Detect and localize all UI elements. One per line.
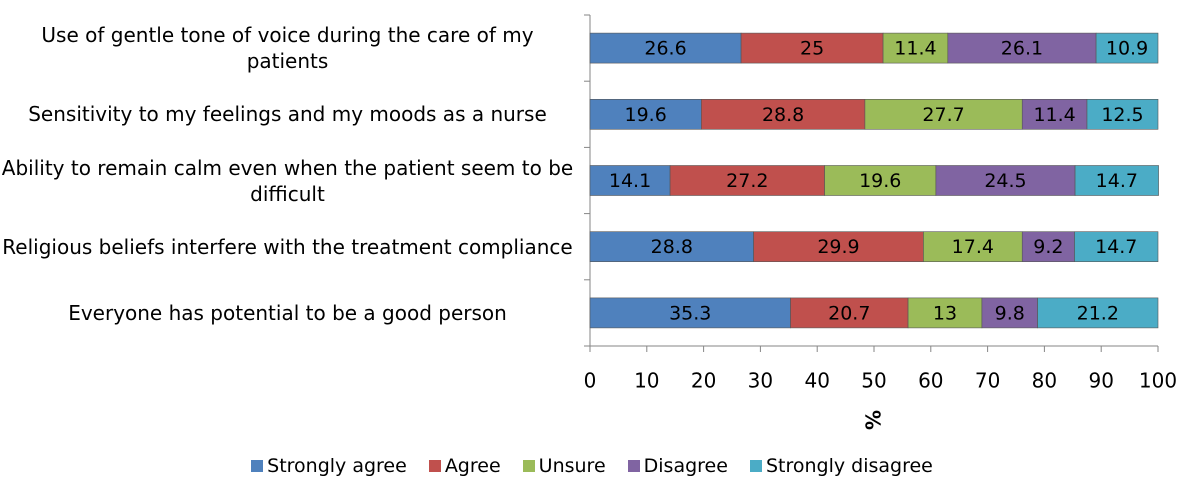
bar-value-label: 10.9 — [1106, 38, 1148, 60]
category-label: Ability to remain calm even when the pat… — [1, 155, 574, 206]
x-tick-label: 90 — [1088, 369, 1113, 393]
legend-item: Strongly agree — [251, 455, 407, 477]
bar-segment — [740, 32, 884, 64]
category-label: Sensitivity to my feelings and my moods … — [28, 102, 547, 127]
legend-item: Disagree — [627, 455, 728, 477]
legend-swatch — [251, 460, 264, 472]
legend-swatch — [428, 460, 441, 472]
bar-segment — [907, 297, 983, 329]
bar-value-label: 19.6 — [625, 104, 667, 126]
bar-value-label: 9.2 — [1033, 236, 1063, 258]
x-tick-label: 0 — [584, 369, 597, 393]
legend-swatch — [627, 460, 640, 472]
bar-value-label: 11.4 — [1033, 104, 1075, 126]
x-tick-label: 20 — [691, 369, 716, 393]
legend-swatch — [522, 460, 535, 472]
bar-value-label: 13 — [933, 302, 957, 324]
legend: Strongly agree Agree Unsure Disagree Strongl… — [0, 455, 1184, 477]
bar-value-label: 28.8 — [762, 104, 804, 126]
x-tick-label: 30 — [748, 369, 773, 393]
bar-value-label: 19.6 — [859, 170, 901, 192]
bar-value-label: 26.6 — [644, 38, 686, 60]
bar-segment — [790, 297, 909, 329]
bar-segment — [947, 32, 1097, 64]
bar-segment — [1074, 231, 1159, 262]
bar-value-label: 28.8 — [651, 236, 693, 258]
bar-value-label: 24.5 — [984, 170, 1026, 192]
x-axis-label: % — [862, 410, 886, 430]
bar-segment — [589, 165, 671, 196]
legend-label: Strongly agree — [267, 455, 407, 477]
legend-item: Strongly disagree — [749, 455, 933, 477]
bar-value-label: 14.7 — [1095, 236, 1137, 258]
bar-value-label: 35.3 — [669, 302, 711, 324]
bar-value-label: 17.4 — [952, 236, 994, 258]
category-label: Religious beliefs interfere with the tre… — [2, 234, 573, 259]
bar-value-label: 12.5 — [1101, 104, 1143, 126]
bar-value-label: 20.7 — [828, 302, 870, 324]
bar-segment — [753, 231, 924, 262]
x-tick-label: 40 — [804, 369, 829, 393]
bar-segment — [864, 99, 1023, 130]
bar-segment — [589, 297, 791, 329]
bar-value-label: 14.7 — [1096, 170, 1138, 192]
bar-segment — [1021, 231, 1075, 262]
x-tick-label: 100 — [1139, 369, 1177, 393]
bar-segment — [824, 165, 937, 196]
bar-value-label: 14.1 — [609, 170, 651, 192]
bar-value-label: 29.9 — [817, 236, 859, 258]
legend-label: Agree — [444, 455, 501, 477]
bar-value-label: 27.2 — [726, 170, 768, 192]
bar-value-label: 11.4 — [894, 38, 936, 60]
bar-segment — [589, 231, 754, 262]
bar-segment — [882, 32, 949, 64]
bar-segment — [1086, 99, 1159, 130]
bar-segment — [1021, 99, 1088, 130]
bar-segment — [669, 165, 825, 196]
x-tick-label: 80 — [1032, 369, 1057, 393]
x-tick-label: 10 — [634, 369, 659, 393]
legend-swatch — [749, 460, 762, 472]
bar-value-label: 27.7 — [922, 104, 964, 126]
legend-item: Agree — [428, 455, 501, 477]
legend-label: Strongly disagree — [765, 455, 933, 477]
x-tick-label: 50 — [861, 369, 886, 393]
bar-segment — [1037, 297, 1159, 329]
bar-segment — [1074, 165, 1159, 196]
legend-item: Unsure — [522, 455, 606, 477]
legend-label: Disagree — [643, 455, 728, 477]
bar-segment — [981, 297, 1038, 329]
category-label: Use of gentle tone of voice during the c… — [41, 23, 534, 74]
bar-value-label: 25 — [800, 38, 824, 60]
bar-segment — [589, 99, 702, 130]
bar-value-label: 9.8 — [995, 302, 1025, 324]
bar-value-label: 21.2 — [1077, 302, 1119, 324]
x-tick-label: 60 — [918, 369, 943, 393]
x-tick-label: 70 — [975, 369, 1000, 393]
legend-label: Unsure — [538, 455, 606, 477]
bar-segment — [589, 32, 742, 64]
bar-value-label: 26.1 — [1001, 38, 1043, 60]
category-label: Everyone has potential to be a good pers… — [68, 300, 507, 325]
bar-segment — [923, 231, 1023, 262]
bar-segment — [1095, 32, 1159, 64]
